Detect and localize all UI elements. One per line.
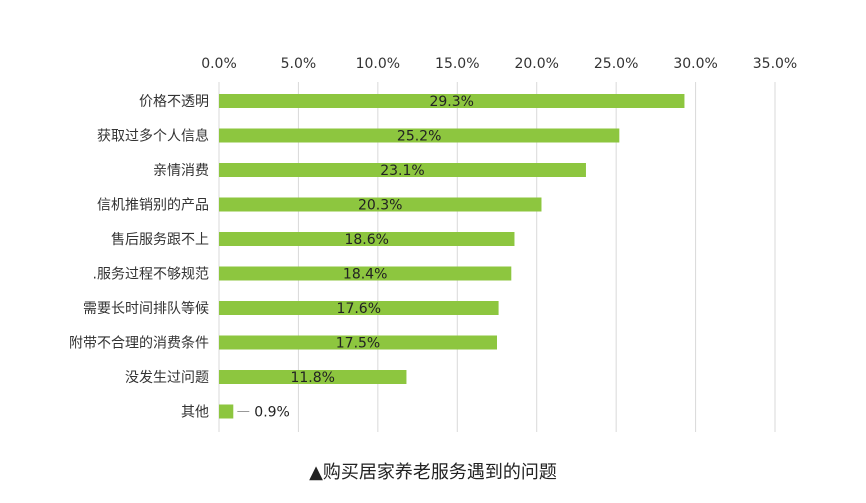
category-label: 售后服务跟不上 bbox=[111, 232, 209, 248]
value-labels: 29.3% 25.2% 23.1% 20.3% 18.6% 18.4% 17.6% 17.5%… bbox=[237, 94, 474, 421]
bar bbox=[219, 197, 542, 212]
bars bbox=[219, 94, 685, 419]
data-label: 17.6% bbox=[337, 301, 381, 317]
data-label: 0.9% bbox=[254, 405, 290, 421]
x-tick-label: 35.0% bbox=[753, 56, 797, 72]
x-axis-ticks: 0.0% 5.0% 10.0% 15.0% 20.0% 25.0% 30.0% 35.0% bbox=[201, 56, 797, 72]
bar bbox=[219, 128, 620, 143]
bar bbox=[219, 266, 512, 281]
category-label: 其他 bbox=[181, 405, 209, 421]
x-tick-label: 20.0% bbox=[514, 56, 558, 72]
x-tick-label: 5.0% bbox=[281, 56, 317, 72]
x-tick-label: 0.0% bbox=[201, 56, 237, 72]
chart-caption: ▲购买居家养老服务遇到的问题 bbox=[309, 462, 557, 483]
bar bbox=[219, 404, 234, 419]
data-label: 18.6% bbox=[344, 232, 388, 248]
x-tick-label: 10.0% bbox=[356, 56, 400, 72]
data-label: 20.3% bbox=[358, 198, 402, 214]
data-label: 29.3% bbox=[429, 94, 473, 110]
bar bbox=[219, 301, 499, 315]
category-label: 获取过多个人信息 bbox=[97, 128, 209, 145]
bar bbox=[219, 163, 586, 177]
category-label: 附带不合理的消费条件 bbox=[69, 335, 209, 352]
data-label: 11.8% bbox=[290, 370, 334, 386]
category-label: 没发生过问题 bbox=[125, 370, 209, 386]
x-tick-label: 25.0% bbox=[594, 56, 638, 72]
category-label: 信机推销别的产品 bbox=[97, 198, 209, 214]
bar bbox=[219, 232, 515, 246]
data-label: 25.2% bbox=[397, 129, 441, 145]
x-tick-label: 15.0% bbox=[435, 56, 479, 72]
data-label: 18.4% bbox=[343, 267, 387, 283]
category-label: .服务过程不够规范 bbox=[93, 266, 209, 283]
category-label: 亲情消费 bbox=[153, 163, 209, 179]
data-label: 17.5% bbox=[336, 336, 380, 352]
bar bbox=[219, 335, 497, 350]
bar bbox=[219, 370, 407, 384]
category-label: 价格不透明 bbox=[139, 94, 209, 110]
x-tick-label: 30.0% bbox=[673, 56, 717, 72]
bar bbox=[219, 94, 685, 108]
data-label: 23.1% bbox=[380, 163, 424, 179]
category-label: 需要长时间排队等候 bbox=[83, 300, 209, 317]
